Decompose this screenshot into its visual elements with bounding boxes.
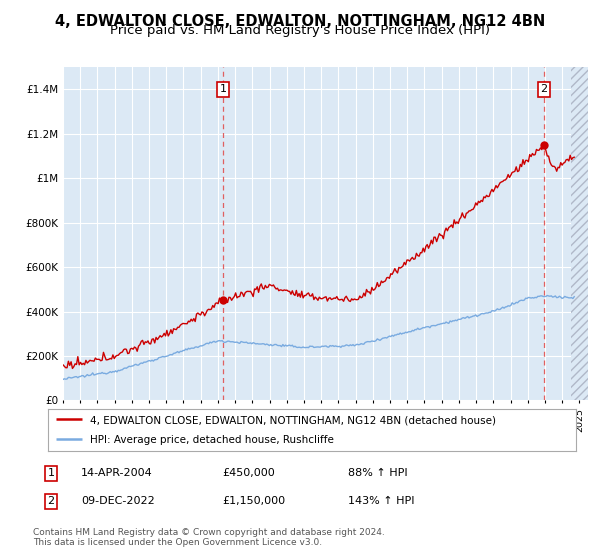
Text: 1: 1 [220,85,226,95]
Text: 14-APR-2004: 14-APR-2004 [81,468,153,478]
Text: 4, EDWALTON CLOSE, EDWALTON, NOTTINGHAM, NG12 4BN (detached house): 4, EDWALTON CLOSE, EDWALTON, NOTTINGHAM,… [90,415,496,425]
Text: 4, EDWALTON CLOSE, EDWALTON, NOTTINGHAM, NG12 4BN: 4, EDWALTON CLOSE, EDWALTON, NOTTINGHAM,… [55,14,545,29]
Text: Price paid vs. HM Land Registry's House Price Index (HPI): Price paid vs. HM Land Registry's House … [110,24,490,37]
Text: HPI: Average price, detached house, Rushcliffe: HPI: Average price, detached house, Rush… [90,435,334,445]
Text: £1,150,000: £1,150,000 [222,496,285,506]
Text: £450,000: £450,000 [222,468,275,478]
Text: 09-DEC-2022: 09-DEC-2022 [81,496,155,506]
Text: 1: 1 [47,468,55,478]
Text: 143% ↑ HPI: 143% ↑ HPI [348,496,415,506]
Text: 2: 2 [47,496,55,506]
Bar [571,67,588,400]
Text: 88% ↑ HPI: 88% ↑ HPI [348,468,407,478]
Text: 2: 2 [541,85,547,95]
Text: Contains HM Land Registry data © Crown copyright and database right 2024.
This d: Contains HM Land Registry data © Crown c… [33,528,385,547]
